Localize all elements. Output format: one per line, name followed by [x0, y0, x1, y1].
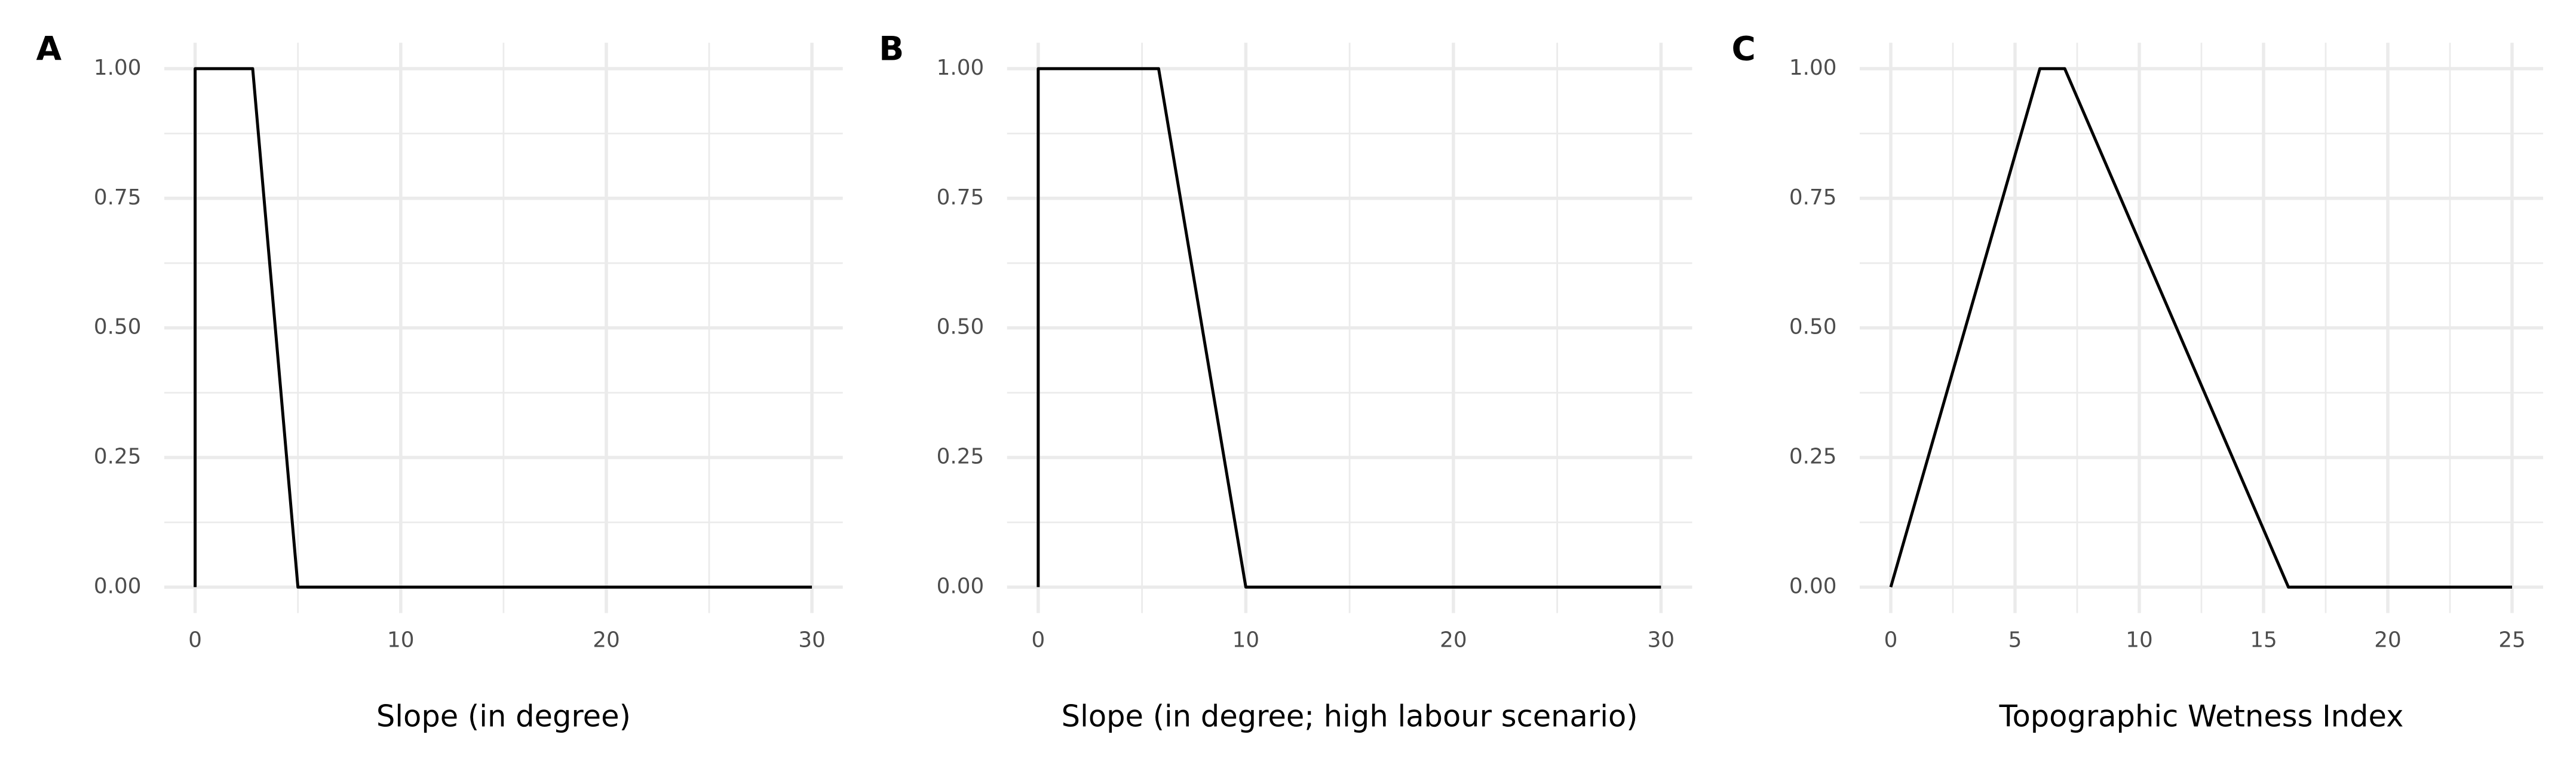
x-tick-label: 20 — [593, 628, 620, 653]
y-tick-label: 0.00 — [937, 574, 985, 598]
x-axis-title: Topographic Wetness Index — [1999, 699, 2404, 733]
x-tick-label: 30 — [798, 628, 826, 653]
data-line — [1889, 67, 2512, 589]
y-tick-label: 0.25 — [937, 445, 985, 469]
x-tick-label: 30 — [1648, 628, 1675, 653]
x-tick-label: 5 — [2008, 628, 2022, 653]
y-tick-label: 0.50 — [937, 315, 985, 339]
data-line — [194, 67, 812, 589]
y-tick-label: 0.50 — [1789, 315, 1837, 339]
x-tick-label: 25 — [2498, 628, 2526, 653]
x-tick-label: 10 — [1232, 628, 1260, 653]
y-tick-label: 0.75 — [1789, 185, 1837, 210]
y-tick-label: 0.75 — [937, 185, 985, 210]
y-tick-label: 0.25 — [94, 445, 142, 469]
data-line — [1036, 67, 1661, 589]
x-tick-label: 0 — [1032, 628, 1045, 653]
x-axis-title: Slope (in degree; high labour scenario) — [1062, 699, 1638, 733]
x-tick-label: 0 — [188, 628, 202, 653]
x-tick-label: 20 — [1440, 628, 1467, 653]
panel-tag: A — [36, 29, 62, 68]
y-tick-label: 1.00 — [94, 56, 142, 80]
y-tick-label: 0.25 — [1789, 445, 1837, 469]
panel-tag: C — [1732, 29, 1756, 68]
x-tick-label: 0 — [1884, 628, 1898, 653]
y-tick-label: 0.00 — [94, 574, 142, 598]
y-tick-label: 1.00 — [937, 56, 985, 80]
x-axis-title: Slope (in degree) — [376, 699, 631, 733]
y-tick-label: 1.00 — [1789, 56, 1837, 80]
y-tick-label: 0.00 — [1789, 574, 1837, 598]
x-tick-label: 10 — [387, 628, 415, 653]
y-tick-label: 0.50 — [94, 315, 142, 339]
x-tick-label: 15 — [2250, 628, 2277, 653]
panel-tag: B — [879, 29, 904, 68]
x-tick-label: 20 — [2374, 628, 2401, 653]
y-tick-label: 0.75 — [94, 185, 142, 210]
x-tick-label: 10 — [2126, 628, 2152, 653]
